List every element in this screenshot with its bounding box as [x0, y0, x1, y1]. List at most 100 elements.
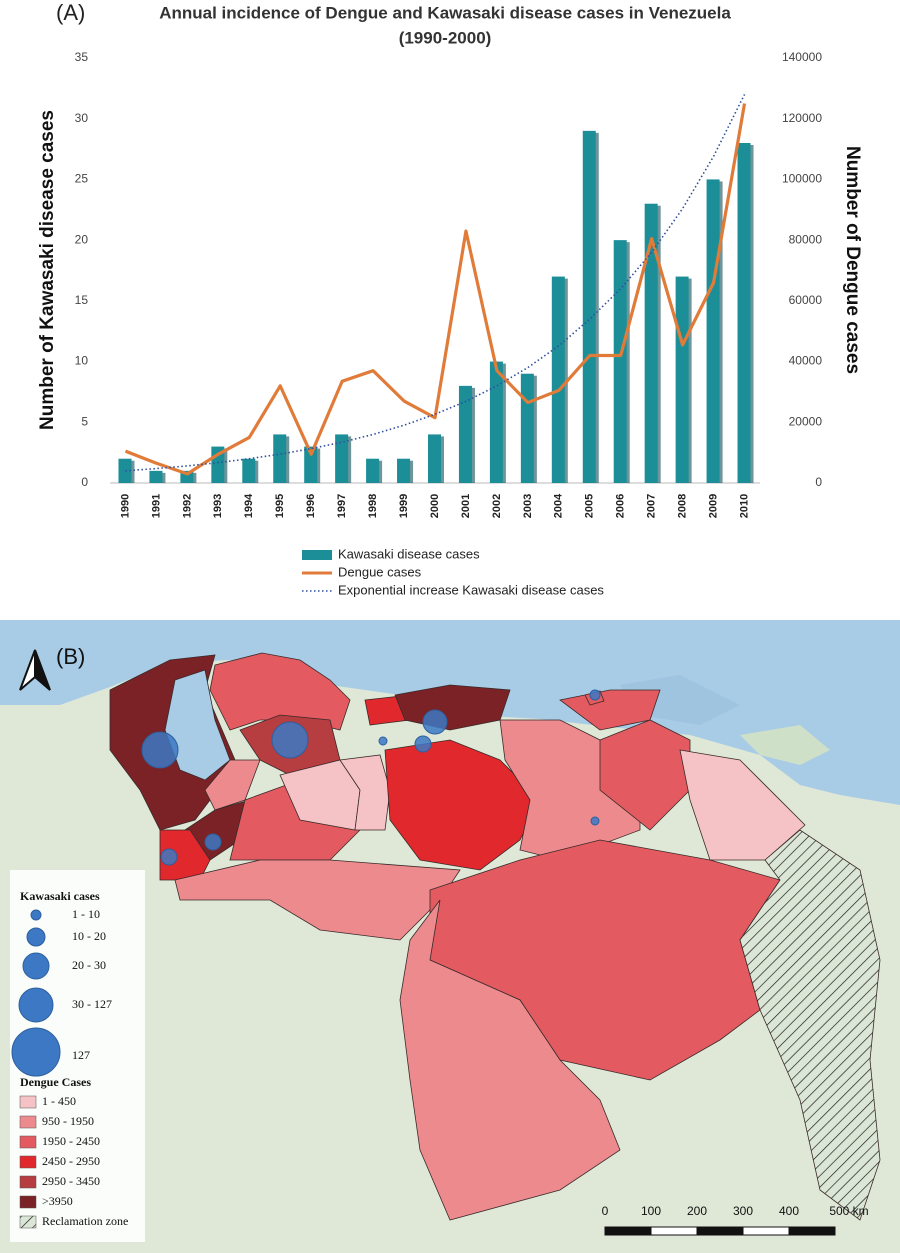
scale-label: 100: [641, 1204, 661, 1218]
kawasaki-circle: [160, 848, 178, 866]
legend-label: 1 - 450: [42, 1094, 76, 1108]
state: [559, 689, 661, 731]
legend-label: 127: [72, 1048, 90, 1062]
y-tick-label: 35: [75, 50, 89, 64]
x-tick-label: 2000: [429, 494, 441, 518]
legend-label: Dengue cases: [338, 564, 422, 579]
state: [159, 829, 211, 881]
x-tick-label: 2007: [646, 494, 658, 518]
scale-bar: 0 100 200 300 400 500 km: [602, 1204, 869, 1236]
legend-circle: [11, 1027, 61, 1077]
kawasaki-circle: [378, 736, 388, 746]
kawasaki-circle: [414, 735, 432, 753]
state: [399, 899, 621, 1221]
bar: [706, 179, 720, 483]
reclamation-zone: [739, 829, 881, 1221]
legend-label: Kawasaki disease cases: [338, 546, 480, 561]
scale-segment: [742, 1226, 790, 1236]
x-tick-label: 1992: [181, 494, 193, 518]
legend-label: 1950 - 2450: [42, 1134, 100, 1148]
x-tick-label: 2003: [522, 494, 534, 518]
x-tick-label: 2010: [738, 494, 750, 518]
x-tick-label: 2008: [677, 494, 689, 518]
y-tick-label: 0: [81, 475, 88, 489]
states: [109, 652, 881, 1221]
kawasaki-circle: [204, 833, 222, 851]
y-tick-label: 30: [75, 111, 89, 125]
chart: (A) Annual incidence of Dengue and Kawas…: [37, 0, 863, 597]
bar: [242, 458, 256, 483]
scale-segment: [604, 1226, 652, 1236]
x-tick-label: 1998: [367, 494, 379, 518]
legend-title: Kawasaki cases: [20, 889, 100, 903]
y-tick-label: 5: [81, 414, 88, 428]
legend-label: 10 - 20: [72, 929, 106, 943]
legend-label: 30 - 127: [72, 997, 112, 1011]
x-tick-label: 1999: [398, 494, 410, 518]
legend-swatch: [19, 1155, 37, 1169]
bar: [428, 434, 441, 483]
bar: [551, 276, 565, 483]
kawasaki-circle: [589, 689, 601, 701]
y-tick-label: 25: [75, 172, 89, 186]
legend-label: 1 - 10: [72, 907, 100, 921]
panel-label: (B): [56, 644, 85, 669]
y2-tick-label: 140000: [782, 50, 822, 64]
y-tick-label: 15: [75, 293, 89, 307]
legend-label: 2950 - 3450: [42, 1174, 100, 1188]
legend-circle: [30, 909, 42, 921]
state: [339, 754, 391, 831]
chart-title: Annual incidence of Dengue and Kawasaki …: [159, 3, 731, 22]
x-tick-label: 1993: [212, 494, 224, 518]
bar: [737, 143, 751, 483]
bar: [582, 130, 596, 483]
legend-circle: [22, 952, 50, 980]
bar: [644, 203, 658, 483]
scale-label: 200: [687, 1204, 707, 1218]
bar: [613, 240, 627, 483]
legend-swatch: [19, 1175, 37, 1189]
y2-tick-label: 0: [815, 475, 822, 489]
x-tick-label: 1996: [305, 494, 317, 518]
bar: [489, 361, 503, 483]
bar: [520, 373, 534, 483]
bar: [366, 458, 380, 483]
scale-label: 500 km: [829, 1204, 868, 1218]
line: [124, 103, 747, 476]
legend-swatch: [19, 1215, 37, 1229]
legend-label: >3950: [42, 1194, 73, 1208]
legend-title: Dengue Cases: [20, 1075, 91, 1089]
legend-circle: [18, 987, 54, 1023]
legend-swatch: [302, 550, 332, 560]
bar: [304, 446, 318, 483]
sea: [0, 620, 900, 805]
map: (B) Kawasaki cases 1 - 10 10 - 20 20 - 30 30…: [0, 620, 900, 1253]
y2-tick-label: 120000: [782, 111, 822, 125]
bar: [458, 385, 472, 483]
legend-label: 2450 - 2950: [42, 1154, 100, 1168]
bar: [149, 470, 163, 483]
bar: [675, 276, 689, 483]
kawasaki-circle: [271, 721, 309, 759]
x-tick-label: 2009: [707, 494, 719, 518]
x-tick-label: 2006: [615, 494, 627, 518]
y2-tick-label: 40000: [789, 354, 823, 368]
scale-label: 0: [602, 1204, 609, 1218]
state: [174, 859, 461, 941]
kawasaki-circle: [141, 731, 179, 769]
legend-label: 20 - 30: [72, 958, 106, 972]
kawasaki-circle: [422, 709, 448, 735]
legend-swatch: [19, 1095, 37, 1109]
y-axis-title: Number of Kawasaki disease cases: [37, 110, 58, 430]
scale-segment: [788, 1226, 836, 1236]
scale-segment: [650, 1226, 698, 1236]
x-tick-label: 1995: [274, 494, 286, 518]
y2-tick-label: 60000: [789, 293, 823, 307]
legend-swatch: [19, 1115, 37, 1129]
legend-label: Exponential increase Kawasaki disease ca…: [338, 582, 604, 597]
north-arrow: [19, 649, 51, 691]
legend-swatch: [19, 1135, 37, 1149]
y-tick-label: 10: [75, 354, 89, 368]
x-tick-label: 1991: [150, 494, 162, 518]
bar: [335, 434, 349, 483]
